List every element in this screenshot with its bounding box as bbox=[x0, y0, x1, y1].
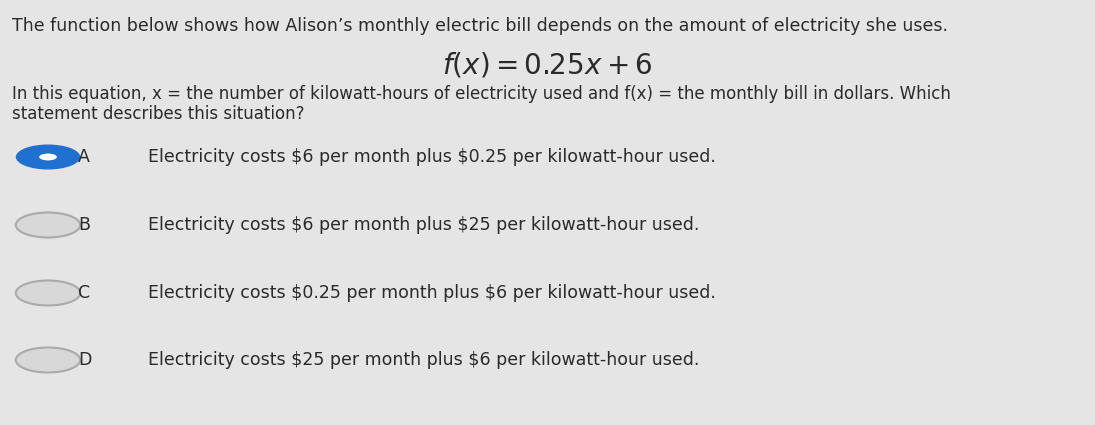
Ellipse shape bbox=[15, 212, 80, 238]
Text: A: A bbox=[78, 148, 90, 166]
Text: statement describes this situation?: statement describes this situation? bbox=[12, 105, 304, 123]
Text: In this equation, x = the number of kilowatt-hours of electricity used and f(x) : In this equation, x = the number of kilo… bbox=[12, 85, 950, 103]
Ellipse shape bbox=[39, 153, 57, 161]
Text: Electricity costs \$6 per month plus \$0.25 per kilowatt-hour used.: Electricity costs \$6 per month plus \$0… bbox=[148, 148, 716, 166]
Text: B: B bbox=[78, 216, 90, 234]
Text: $f(x) = 0.25x + 6$: $f(x) = 0.25x + 6$ bbox=[442, 50, 653, 79]
Text: The function below shows how Alison’s monthly electric bill depends on the amoun: The function below shows how Alison’s mo… bbox=[12, 17, 948, 35]
Ellipse shape bbox=[15, 144, 80, 170]
Text: Electricity costs \$6 per month plus \$25 per kilowatt-hour used.: Electricity costs \$6 per month plus \$2… bbox=[148, 216, 700, 234]
Text: Electricity costs \$25 per month plus \$6 per kilowatt-hour used.: Electricity costs \$25 per month plus \$… bbox=[148, 351, 700, 369]
Ellipse shape bbox=[15, 348, 80, 372]
Ellipse shape bbox=[15, 280, 80, 306]
Text: Electricity costs \$0.25 per month plus \$6 per kilowatt-hour used.: Electricity costs \$0.25 per month plus … bbox=[148, 284, 716, 302]
Text: D: D bbox=[78, 351, 91, 369]
Text: C: C bbox=[78, 284, 90, 302]
